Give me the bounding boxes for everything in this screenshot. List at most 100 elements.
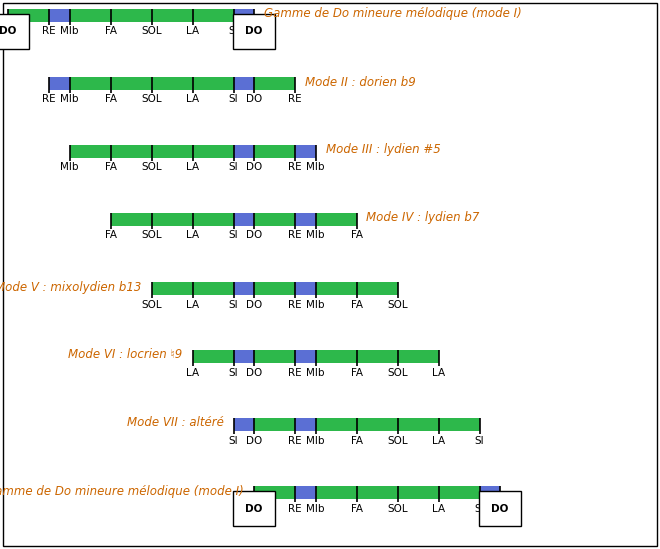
Bar: [110, 144, 152, 158]
Bar: [254, 485, 295, 498]
Bar: [254, 144, 295, 158]
Bar: [110, 76, 152, 89]
Text: Mode V : mixolydien b13: Mode V : mixolydien b13: [0, 281, 141, 294]
Text: DO: DO: [246, 503, 263, 513]
Text: SOL: SOL: [141, 94, 162, 104]
Text: FA: FA: [350, 231, 362, 240]
Text: MIb: MIb: [60, 163, 79, 172]
Text: LA: LA: [186, 367, 199, 378]
Text: RE: RE: [288, 163, 302, 172]
Bar: [193, 8, 234, 21]
Bar: [315, 212, 356, 226]
Bar: [69, 76, 110, 89]
Text: MIb: MIb: [306, 435, 325, 445]
Text: LA: LA: [432, 435, 445, 445]
Text: DO: DO: [246, 26, 263, 36]
Text: MIb: MIb: [306, 300, 325, 310]
Text: RE: RE: [288, 367, 302, 378]
Bar: [254, 417, 295, 430]
Text: Gamme de Do mineure mélodique (mode I): Gamme de Do mineure mélodique (mode I): [264, 8, 522, 20]
Text: MIb: MIb: [306, 367, 325, 378]
Text: LA: LA: [186, 26, 199, 36]
Text: MIb: MIb: [306, 503, 325, 513]
Bar: [152, 282, 193, 294]
Text: Gamme de Do mineure mélodique (mode I): Gamme de Do mineure mélodique (mode I): [0, 485, 244, 497]
Text: SOL: SOL: [141, 163, 162, 172]
Text: FA: FA: [350, 367, 362, 378]
Bar: [356, 485, 397, 498]
Text: FA: FA: [104, 94, 117, 104]
Text: RE: RE: [42, 26, 56, 36]
Bar: [234, 417, 254, 430]
Bar: [254, 76, 295, 89]
Bar: [356, 350, 397, 362]
Text: DO: DO: [246, 163, 262, 172]
Text: DO: DO: [246, 231, 262, 240]
Bar: [295, 282, 315, 294]
Bar: [193, 144, 234, 158]
Bar: [110, 8, 152, 21]
Bar: [315, 282, 356, 294]
Text: LA: LA: [186, 231, 199, 240]
Text: LA: LA: [186, 163, 199, 172]
Bar: [295, 144, 315, 158]
Bar: [254, 212, 295, 226]
Bar: [234, 144, 254, 158]
Bar: [480, 485, 500, 498]
Bar: [295, 417, 315, 430]
Text: SI: SI: [228, 231, 238, 240]
Bar: [193, 212, 234, 226]
Bar: [193, 76, 234, 89]
Text: LA: LA: [432, 503, 445, 513]
Text: LA: LA: [186, 94, 199, 104]
Bar: [69, 144, 110, 158]
Bar: [234, 282, 254, 294]
Text: SI: SI: [228, 367, 238, 378]
Text: SOL: SOL: [141, 26, 162, 36]
Bar: [8, 8, 49, 21]
Text: SI: SI: [475, 435, 484, 445]
Bar: [397, 417, 438, 430]
Text: RE: RE: [288, 503, 302, 513]
Bar: [254, 282, 295, 294]
Bar: [49, 8, 69, 21]
Bar: [193, 350, 234, 362]
Text: RE: RE: [288, 231, 302, 240]
Text: Mode II : dorien b9: Mode II : dorien b9: [305, 76, 416, 88]
Text: DO: DO: [0, 26, 16, 36]
Text: LA: LA: [432, 367, 445, 378]
Text: SI: SI: [228, 435, 238, 445]
Text: MIb: MIb: [306, 231, 325, 240]
Bar: [356, 417, 397, 430]
Text: FA: FA: [350, 435, 362, 445]
Text: SOL: SOL: [141, 300, 162, 310]
Text: Mode IV : lydien b7: Mode IV : lydien b7: [366, 211, 480, 225]
Bar: [234, 8, 254, 21]
Bar: [397, 485, 438, 498]
Bar: [315, 350, 356, 362]
Text: FA: FA: [350, 503, 362, 513]
Text: Mode VI : locrien ♮9: Mode VI : locrien ♮9: [68, 349, 183, 361]
Text: DO: DO: [246, 94, 262, 104]
Bar: [315, 485, 356, 498]
Bar: [438, 417, 480, 430]
Bar: [295, 212, 315, 226]
Bar: [234, 212, 254, 226]
Text: Mode VII : altéré: Mode VII : altéré: [127, 417, 224, 429]
Bar: [315, 417, 356, 430]
Bar: [438, 485, 480, 498]
Bar: [152, 144, 193, 158]
Bar: [152, 212, 193, 226]
Text: DO: DO: [246, 367, 262, 378]
Text: DO: DO: [246, 435, 262, 445]
Text: SI: SI: [228, 94, 238, 104]
Text: FA: FA: [104, 26, 117, 36]
Text: RE: RE: [288, 300, 302, 310]
Bar: [193, 282, 234, 294]
Text: DO: DO: [246, 300, 262, 310]
Text: SOL: SOL: [387, 300, 408, 310]
Bar: [295, 350, 315, 362]
Text: SI: SI: [228, 26, 238, 36]
Bar: [110, 212, 152, 226]
Text: DO: DO: [491, 503, 509, 513]
